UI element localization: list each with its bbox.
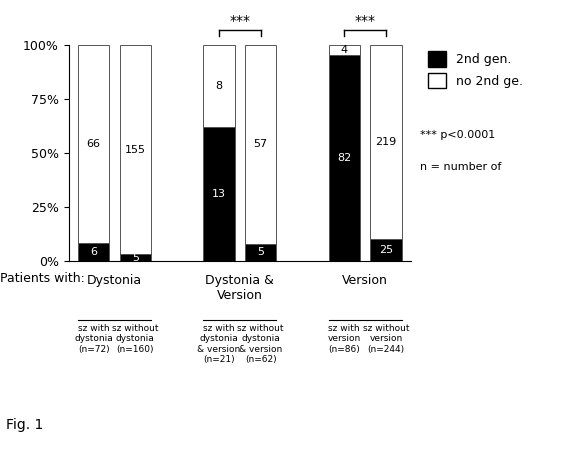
Bar bbox=[371, 239, 402, 261]
Text: n = number of: n = number of bbox=[420, 162, 501, 172]
Text: 6: 6 bbox=[90, 247, 97, 257]
Text: *** p<0.0001: *** p<0.0001 bbox=[420, 130, 495, 140]
Bar bbox=[328, 45, 360, 55]
Text: ***: *** bbox=[355, 14, 376, 28]
Text: Dystonia &
Version: Dystonia & Version bbox=[206, 274, 274, 302]
Text: Dystonia: Dystonia bbox=[87, 274, 142, 287]
Text: 57: 57 bbox=[254, 140, 268, 149]
Text: 82: 82 bbox=[337, 153, 351, 163]
Text: sz without
version
(n=244): sz without version (n=244) bbox=[363, 324, 409, 354]
Bar bbox=[203, 127, 235, 261]
Text: Version: Version bbox=[342, 274, 388, 287]
Text: sz with
dystonia
(n=72): sz with dystonia (n=72) bbox=[74, 324, 113, 354]
Text: sz with
dystonia
& version
(n=21): sz with dystonia & version (n=21) bbox=[198, 324, 240, 364]
Text: 4: 4 bbox=[341, 45, 348, 55]
Text: sz without
dystonia
(n=160): sz without dystonia (n=160) bbox=[112, 324, 159, 354]
Text: 8: 8 bbox=[215, 81, 223, 91]
Bar bbox=[78, 45, 109, 243]
Bar bbox=[371, 45, 402, 239]
Bar bbox=[203, 45, 235, 127]
Text: 13: 13 bbox=[212, 189, 226, 199]
Text: Fig. 1: Fig. 1 bbox=[6, 418, 43, 432]
Bar bbox=[245, 45, 276, 243]
Bar bbox=[328, 55, 360, 261]
Text: 66: 66 bbox=[87, 139, 100, 149]
Text: 25: 25 bbox=[379, 245, 393, 255]
Bar bbox=[120, 254, 151, 261]
Bar bbox=[120, 45, 151, 254]
Text: Patients with:: Patients with: bbox=[0, 272, 85, 285]
Text: 219: 219 bbox=[375, 137, 397, 147]
Text: sz without
dystonia
& version
(n=62): sz without dystonia & version (n=62) bbox=[238, 324, 284, 364]
Text: 5: 5 bbox=[132, 252, 139, 263]
Text: 5: 5 bbox=[257, 248, 264, 257]
Text: 155: 155 bbox=[125, 144, 146, 155]
Text: ***: *** bbox=[230, 14, 250, 28]
Bar bbox=[78, 243, 109, 261]
Text: sz with
version
(n=86): sz with version (n=86) bbox=[328, 324, 361, 354]
Bar bbox=[245, 243, 276, 261]
Legend: 2nd gen., no 2nd ge.: 2nd gen., no 2nd ge. bbox=[428, 51, 524, 88]
